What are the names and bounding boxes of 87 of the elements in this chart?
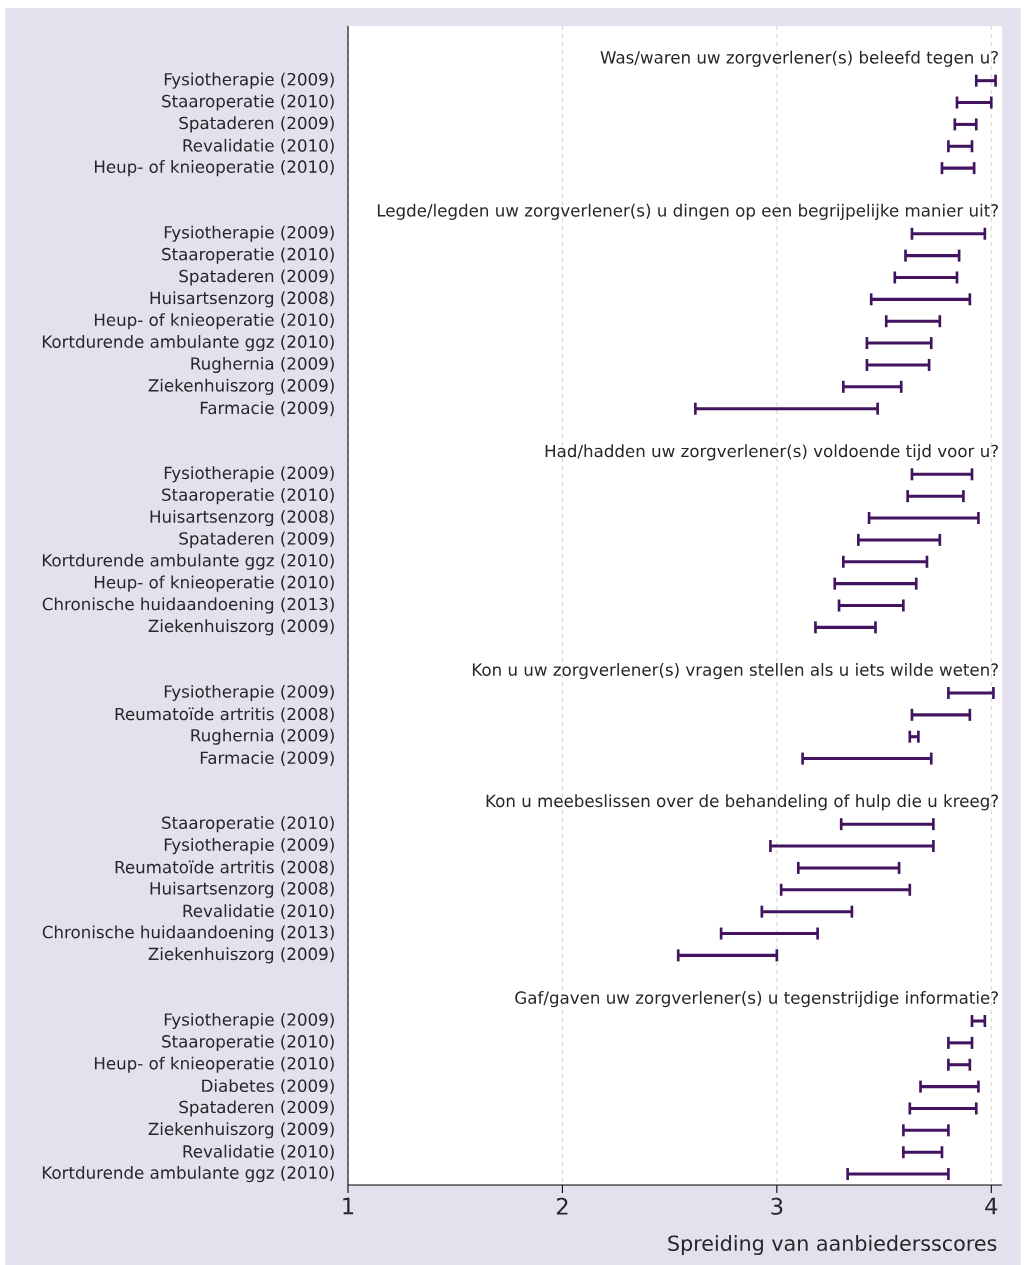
bar — [886, 319, 940, 323]
y-tick-label: Heup- of knieoperatie (2010) — [94, 160, 334, 177]
y-tick-label: Kortdurende ambulante ggz (2010) — [42, 1166, 334, 1183]
bar — [721, 932, 818, 936]
y-tick-label: Spataderen (2009) — [179, 531, 334, 548]
y-tick-label: Ziekenhuiszorg (2009) — [148, 1122, 334, 1139]
y-tick-label: Fysiotherapie (2009) — [164, 466, 334, 483]
y-tick-label: Huisartsenzorg (2008) — [150, 291, 334, 308]
bar — [834, 582, 917, 586]
y-tick-label: Farmacie (2009) — [200, 751, 334, 767]
bar — [841, 822, 934, 826]
x-tick-label: 2 — [556, 1197, 568, 1215]
y-tick-label: Revalidatie (2010) — [183, 1144, 334, 1160]
y-tick-label: Staaroperatie (2010) — [162, 816, 334, 833]
y-tick-label: Ziekenhuiszorg (2009) — [148, 378, 334, 395]
y-tick-label: Heup- of knieoperatie (2010) — [94, 1056, 334, 1073]
y-tick-label: Diabetes (2009) — [202, 1079, 334, 1095]
annotation: Gaf/gaven uw zorgverlener(s) u tegenstrijdige informatie? — [515, 991, 998, 1008]
bar — [903, 1150, 942, 1154]
bar — [911, 713, 970, 717]
y-tick-label: Chronische huidaandoening (2013) — [42, 597, 334, 614]
bar — [858, 538, 940, 542]
y-tick-label: Fysiotherapie (2009) — [164, 837, 334, 855]
bar — [911, 472, 972, 476]
bar — [911, 232, 985, 236]
y-tick-label: Fysiotherapie (2009) — [164, 1012, 334, 1030]
bar — [920, 1085, 979, 1089]
y-tick-label: Reumatoïde artritis (2008) — [115, 707, 334, 723]
y-tick-label: Spataderen (2009) — [179, 269, 334, 286]
y-tick-label: Revalidatie (2010) — [183, 138, 334, 154]
bar — [802, 757, 932, 761]
x-tick-label: 1 — [343, 1197, 354, 1215]
bar — [843, 560, 927, 564]
bar — [695, 407, 878, 411]
bar — [905, 254, 960, 258]
y-tick-label: Huisartsenzorg (2008) — [150, 509, 334, 527]
y-tick-label: Fysiotherapie (2009) — [164, 225, 334, 242]
bar — [866, 363, 930, 367]
y-tick-label: Spataderen (2009) — [179, 116, 334, 133]
bar — [866, 341, 932, 345]
y-tick-label: Fysiotherapie (2009) — [164, 72, 334, 89]
bar — [909, 1106, 977, 1111]
y-tick-label: Staaroperatie (2010) — [162, 247, 334, 264]
y-tick-label: Revalidatie (2010) — [183, 904, 334, 920]
y-tick-label: Spataderen (2009) — [179, 1100, 334, 1117]
bar — [871, 297, 970, 301]
bar — [847, 1172, 949, 1176]
x-tick-label: 3 — [771, 1197, 783, 1215]
bar — [798, 866, 900, 870]
bar — [781, 888, 910, 892]
annotation: Had/hadden uw zorgverlener(s) voldoende tijd voor u? — [545, 444, 998, 461]
bar — [903, 1128, 949, 1132]
bar — [941, 166, 975, 170]
y-tick-label: Reumatoïde artritis (2008) — [115, 860, 334, 876]
bar — [971, 1019, 985, 1023]
y-tick-label: Heup- of knieoperatie (2010) — [94, 313, 334, 330]
y-tick-label: Staaroperatie (2010) — [162, 94, 334, 111]
bar — [761, 910, 852, 914]
y-tick-label: Rughernia (2009) — [191, 728, 334, 745]
x-axis-title: Spreiding van aanbiedersscores — [668, 1235, 997, 1256]
y-tick-label: Staaroperatie (2010) — [162, 1034, 334, 1051]
y-tick-label: Fysiotherapie (2009) — [164, 684, 334, 702]
annotation: Legde/legden uw zorgverlener(s) u dingen op een begrijpelijke manier uit? — [377, 203, 998, 220]
y-tick-label: Rughernia (2009) — [191, 356, 334, 374]
y-tick-label: Ziekenhuiszorg (2009) — [148, 619, 334, 636]
y-tick-label: Staaroperatie (2010) — [162, 488, 334, 505]
y-tick-label: Kortdurende ambulante ggz (2010) — [42, 335, 334, 352]
annotation: Kon u meebeslissen over de behandeling of hulp die u kreeg? — [486, 794, 998, 811]
annotation: Was/waren uw zorgverlener(s) beleefd tegen u? — [600, 50, 998, 67]
bar — [843, 385, 902, 389]
annotation: Kon u uw zorgverlener(s) vragen stellen als u iets wilde weten? — [472, 663, 998, 680]
y-tick-label: Farmacie (2009) — [200, 401, 334, 417]
bar — [839, 603, 904, 608]
bar — [948, 691, 994, 695]
bar — [956, 101, 992, 105]
y-tick-label: Huisartsenzorg (2008) — [150, 881, 334, 898]
bar — [815, 625, 876, 629]
bar — [678, 953, 777, 957]
bar — [770, 844, 934, 848]
x-tick-label: 4 — [985, 1197, 998, 1215]
y-tick-label: Ziekenhuiszorg (2009) — [148, 947, 334, 964]
bar — [869, 516, 979, 520]
y-tick-label: Chronische huidaandoening (2013) — [42, 925, 334, 942]
bar — [894, 275, 957, 280]
y-tick-label: Kortdurende ambulante ggz (2010) — [42, 553, 334, 570]
y-tick-label: Heup- of knieoperatie (2010) — [94, 575, 334, 592]
bar — [907, 494, 964, 498]
